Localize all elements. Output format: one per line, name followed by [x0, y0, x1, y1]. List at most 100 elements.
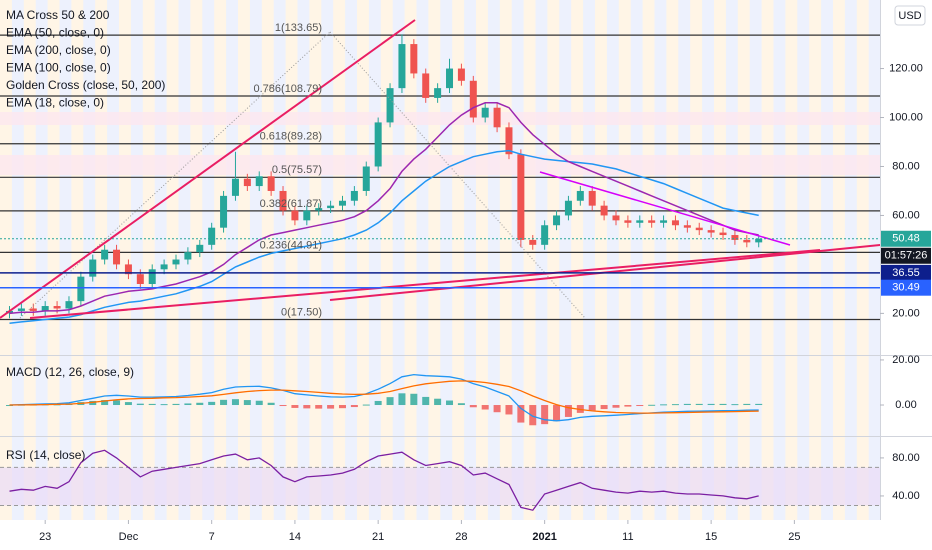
price-label: 50.48: [892, 233, 920, 245]
fib-label: 0.5(75.57): [272, 164, 322, 176]
macd-histogram: [731, 404, 739, 406]
macd-histogram: [755, 403, 763, 406]
candle-body: [255, 176, 263, 187]
candle-body: [386, 88, 394, 123]
macd-histogram: [279, 405, 287, 407]
currency[interactable]: USD: [898, 10, 921, 22]
macd-histogram: [136, 403, 144, 406]
rsi-tick-label: 80.00: [892, 452, 920, 464]
macd-histogram: [338, 405, 346, 409]
candle-body: [564, 200, 572, 216]
candle-body: [553, 215, 561, 226]
candle-body: [422, 73, 430, 98]
candle-body: [731, 235, 739, 240]
macd-histogram: [220, 399, 228, 406]
x-tick-label: 28: [455, 531, 467, 543]
trend-line: [0, 19, 416, 319]
legend-entry: EMA (200, close, 0): [6, 43, 111, 57]
candle-body: [517, 154, 525, 240]
macd-histogram: [624, 405, 632, 407]
ema-line: [9, 102, 759, 315]
x-tick-label: 25: [788, 531, 800, 543]
legend-entry: Golden Cross (close, 50, 200): [6, 78, 165, 92]
candle-body: [576, 190, 584, 201]
signal-line: [9, 380, 759, 414]
candle-body: [113, 249, 121, 265]
candle-body: [291, 210, 299, 221]
macd-histogram: [529, 405, 537, 426]
macd-histogram: [160, 404, 168, 406]
macd-histogram: [243, 400, 251, 406]
macd-histogram: [457, 403, 465, 406]
macd-histogram: [719, 403, 727, 406]
macd-histogram: [255, 400, 263, 406]
candle-body: [350, 190, 358, 201]
legend-entry: EMA (50, close, 0): [6, 26, 104, 40]
candle-body: [648, 220, 656, 223]
x-tick-label: Dec: [119, 531, 139, 543]
macd-histogram: [481, 405, 489, 410]
macd-histogram: [671, 404, 679, 406]
macd-histogram: [267, 402, 275, 406]
rsi-tick-label: 40.00: [892, 490, 920, 502]
candle-body: [220, 195, 228, 228]
fib-label: 1(133.65): [275, 22, 322, 34]
candle-body: [612, 215, 620, 221]
candle-body: [196, 244, 204, 253]
price-label: 36.55: [892, 267, 920, 279]
candle-body: [184, 252, 192, 260]
price-label-box: [881, 264, 931, 281]
macd-histogram: [303, 405, 311, 409]
price-label-box: [881, 230, 931, 247]
x-tick-label: 15: [705, 531, 717, 543]
candle-body: [29, 308, 37, 311]
macd-histogram: [505, 405, 513, 415]
rsi-band: [0, 467, 880, 506]
macd-histogram: [208, 401, 216, 406]
candle-body: [410, 44, 418, 74]
candle-body: [600, 205, 608, 216]
trend-line: [329, 239, 931, 301]
time-axis: [0, 520, 932, 550]
candle-body: [755, 238, 763, 243]
macd-histogram: [541, 405, 549, 425]
countdown: 01:57:26: [885, 250, 928, 262]
fib-trend: [19, 31, 331, 319]
candle-body: [707, 230, 715, 233]
macd-histogram: [315, 405, 323, 409]
fib-label: 0.382(61.87): [260, 198, 322, 210]
x-tick-label: 21: [372, 531, 384, 543]
x-tick-label: 7: [209, 531, 215, 543]
macd-histogram: [113, 400, 121, 406]
candle-body: [53, 306, 61, 309]
candle-body: [362, 166, 370, 191]
candle-body: [374, 122, 382, 167]
candle-body: [77, 276, 85, 302]
macd-histogram: [564, 405, 572, 417]
x-tick-label: 14: [289, 531, 301, 543]
countdown-box: [881, 247, 931, 264]
candle-body: [208, 227, 216, 245]
currency-button[interactable]: [894, 5, 926, 26]
candle-body: [683, 225, 691, 228]
macd-histogram: [683, 403, 691, 406]
candle-body: [89, 259, 97, 277]
candle-body: [172, 259, 180, 265]
macd-histogram: [148, 403, 156, 406]
macd-histogram: [743, 403, 751, 406]
zone: [0, 112, 880, 125]
macd-histogram: [434, 398, 442, 406]
candle-body: [446, 68, 454, 89]
x-tick-label: 11: [622, 531, 633, 543]
candle-body: [65, 301, 73, 309]
candle-body: [624, 220, 632, 223]
candle-body: [279, 190, 287, 211]
candle-body: [338, 200, 346, 206]
candle-body: [41, 306, 49, 311]
candle-body: [588, 190, 596, 206]
candle-body: [398, 44, 406, 89]
candle-body: [136, 274, 144, 284]
candle-body: [303, 210, 311, 221]
macd-histogram: [184, 403, 192, 406]
